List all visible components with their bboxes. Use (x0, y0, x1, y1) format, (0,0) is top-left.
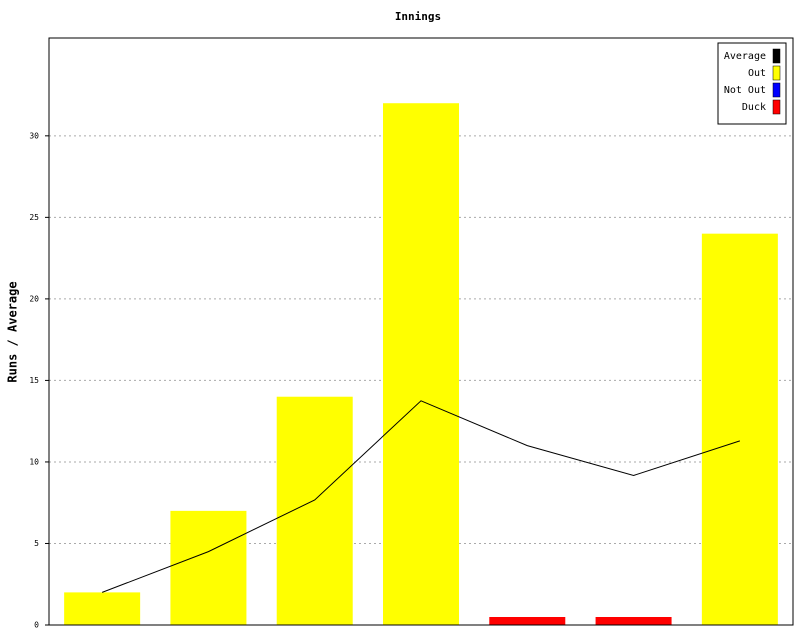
y-axis-label: Runs / Average (6, 281, 20, 382)
y-tick-label: 20 (29, 294, 39, 303)
y-tick-label: 10 (29, 457, 39, 466)
legend-swatch (772, 99, 781, 115)
bar (170, 510, 247, 625)
y-tick-label: 15 (29, 376, 39, 385)
y-tick-label: 30 (29, 131, 39, 140)
y-tick-label: 25 (29, 213, 39, 222)
bar (701, 233, 778, 625)
bar (489, 617, 566, 625)
plot-frame (48, 37, 794, 626)
legend-label: Not Out (724, 85, 766, 96)
bar (595, 617, 672, 625)
bar (383, 103, 459, 625)
y-tick-label: 5 (34, 539, 39, 548)
average-line (101, 400, 741, 593)
legend-label: Out (748, 68, 766, 79)
legend-label: Duck (742, 102, 766, 113)
legend-swatch (772, 65, 781, 81)
legend-swatch (772, 48, 781, 64)
bar (64, 592, 141, 625)
legend-swatch (772, 82, 781, 98)
legend-label: Average (724, 51, 766, 62)
chart-title: Innings (395, 10, 441, 23)
bar (276, 396, 353, 625)
y-tick-label: 0 (34, 621, 39, 630)
